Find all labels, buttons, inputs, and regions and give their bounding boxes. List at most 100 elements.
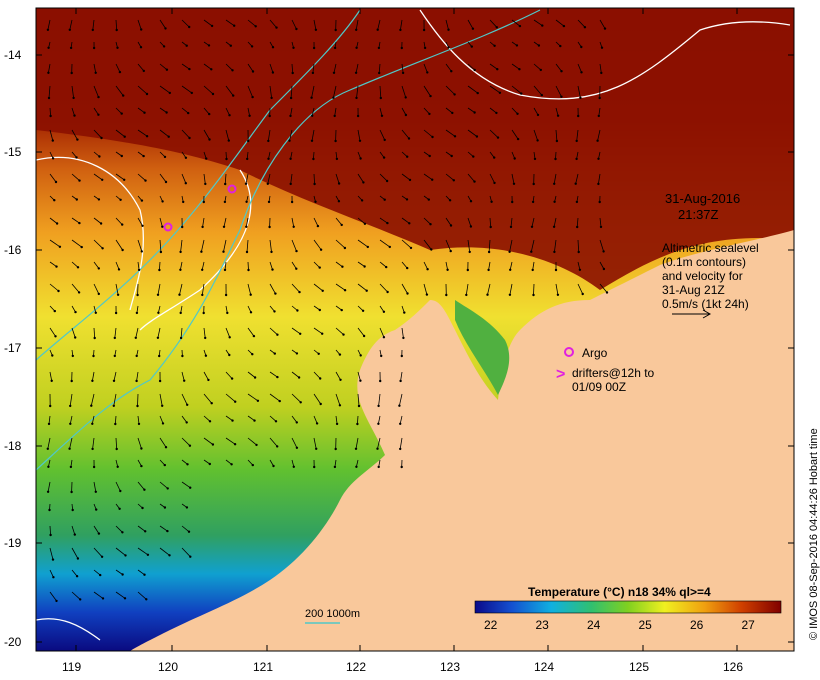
velocity-arrow [137,591,147,600]
velocity-arrow [137,415,140,424]
velocity-arrow-head [553,250,556,254]
velocity-arrow [577,283,584,295]
velocity-arrow [181,437,191,446]
time-label: 21:37Z [678,207,719,222]
velocity-arrow [115,19,118,31]
velocity-arrow-head [597,157,600,160]
velocity-arrow-head [210,24,214,28]
velocity-arrow [291,327,301,335]
velocity-arrow-head [202,311,205,315]
velocity-arrow-head [299,401,302,404]
velocity-arrow-head [469,200,473,203]
velocity-arrow [137,547,149,556]
velocity-arrow [312,63,315,73]
velocity-arrow [71,261,79,268]
velocity-arrow-head [121,223,124,226]
velocity-arrow-head [187,530,191,533]
velocity-arrow-head [166,487,169,490]
velocity-arrow-head [92,46,96,50]
velocity-arrow-head [142,69,145,73]
velocity-arrow [335,239,346,249]
velocity-arrow-head [119,198,122,201]
velocity-arrow-head [57,289,60,293]
velocity-arrow-head [332,96,335,99]
velocity-arrow-head [46,447,49,450]
velocity-arrow [93,327,96,339]
velocity-arrow-head [121,531,124,534]
velocity-arrow-head [295,27,298,31]
velocity-arrow [335,283,346,291]
velocity-arrow [378,415,381,424]
velocity-arrow-head [230,463,233,466]
velocity-arrow-head [400,354,403,358]
velocity-arrow [575,173,579,184]
velocity-arrow-head [183,379,186,382]
velocity-arrow [113,371,117,381]
velocity-arrow [467,85,478,94]
velocity-arrow-head [139,46,143,49]
velocity-arrow [267,129,271,141]
velocity-arrow-head [205,157,208,160]
velocity-arrow [553,173,557,184]
velocity-arrow [71,217,80,224]
velocity-arrow-head [113,354,117,358]
velocity-arrow-head [377,404,380,408]
velocity-arrow-head [112,379,116,382]
velocity-arrow-head [578,268,582,271]
velocity-arrow-head [539,68,542,72]
velocity-arrow-head [583,26,587,29]
velocity-arrow-head [512,182,516,185]
velocity-arrow [511,129,519,140]
velocity-arrow-head [68,28,72,31]
velocity-arrow-head [518,24,522,28]
velocity-arrow [247,415,255,421]
velocity-arrow [247,63,254,72]
velocity-arrow-head [99,573,102,577]
velocity-arrow [379,327,385,338]
velocity-arrow [159,19,166,29]
velocity-arrow-head [226,311,229,315]
velocity-arrow-head [473,180,476,183]
velocity-arrow-head [475,135,479,138]
velocity-arrow [509,283,513,295]
velocity-arrow [71,525,76,535]
velocity-arrow-head [204,354,208,357]
velocity-arrow [93,569,101,576]
velocity-arrow [47,19,51,30]
map-frame [35,7,795,652]
velocity-arrow [201,261,205,270]
velocity-arrow-head [342,333,345,336]
velocity-arrow [357,129,361,141]
velocity-arrow [159,481,168,489]
velocity-arrow [201,283,205,295]
velocity-arrow-head [423,46,427,50]
velocity-arrow-head [250,45,254,48]
velocity-arrow-head [47,465,50,468]
velocity-arrow [423,129,433,138]
velocity-arrow [93,525,100,534]
velocity-arrow [93,63,97,73]
velocity-arrow-head [597,182,600,186]
velocity-arrow-head [493,181,496,185]
velocity-arrow [137,569,145,576]
drifter-label1: drifters@12h to [572,366,655,380]
velocity-arrow-head [363,222,367,225]
velocity-arrow-head [185,506,189,509]
velocity-arrow [313,19,317,30]
velocity-arrow-head [273,352,276,355]
velocity-arrow [180,239,183,252]
velocity-arrow-head [486,293,489,296]
velocity-arrow [555,129,558,142]
velocity-arrow-head [49,404,52,408]
velocity-arrow [379,129,386,141]
velocity-arrow-head [123,178,126,181]
velocity-arrow [555,63,562,72]
velocity-arrow-head [365,289,368,292]
king-sound [455,300,510,395]
velocity-arrow-head [429,94,432,98]
velocity-arrow [115,85,124,96]
velocity-arrow [489,85,501,94]
velocity-arrow [115,261,120,270]
velocity-arrow-head [95,508,98,511]
velocity-arrow-head [46,28,50,31]
